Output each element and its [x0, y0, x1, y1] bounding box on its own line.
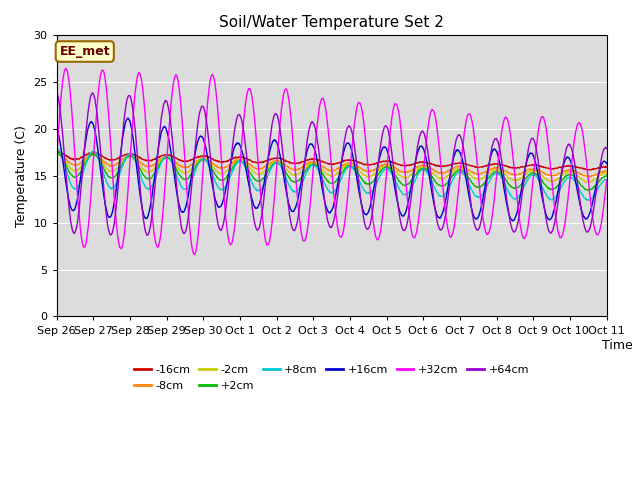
- +2cm: [257, 178, 265, 183]
- Line: -8cm: -8cm: [57, 154, 607, 177]
- +8cm: [603, 177, 611, 182]
- +32cm: [451, 216, 459, 222]
- +32cm: [259, 210, 266, 216]
- Line: -16cm: -16cm: [57, 151, 607, 170]
- +2cm: [603, 173, 611, 179]
- -8cm: [198, 156, 206, 161]
- +32cm: [603, 178, 611, 183]
- Line: +32cm: +32cm: [57, 68, 607, 254]
- -16cm: [125, 151, 132, 156]
- +64cm: [53, 90, 61, 96]
- +8cm: [586, 197, 593, 203]
- -2cm: [53, 150, 61, 156]
- +2cm: [198, 157, 206, 163]
- +64cm: [603, 146, 611, 152]
- +32cm: [338, 234, 346, 240]
- -16cm: [585, 167, 593, 173]
- +8cm: [451, 173, 459, 179]
- +64cm: [337, 163, 345, 168]
- -8cm: [337, 164, 344, 170]
- +16cm: [509, 218, 516, 224]
- +16cm: [199, 135, 207, 141]
- +8cm: [53, 145, 61, 151]
- +32cm: [191, 252, 198, 257]
- +64cm: [125, 93, 132, 98]
- +16cm: [568, 163, 576, 168]
- +8cm: [125, 151, 133, 156]
- -16cm: [53, 148, 61, 154]
- -2cm: [603, 171, 611, 177]
- -2cm: [337, 168, 344, 173]
- +16cm: [258, 192, 266, 198]
- Line: +16cm: +16cm: [57, 118, 607, 221]
- +32cm: [200, 158, 207, 164]
- +8cm: [53, 144, 61, 150]
- -16cm: [198, 153, 206, 159]
- +16cm: [451, 151, 459, 157]
- -2cm: [567, 169, 575, 175]
- +32cm: [53, 154, 61, 160]
- -16cm: [567, 163, 575, 169]
- +16cm: [125, 117, 133, 123]
- +16cm: [124, 115, 132, 121]
- -8cm: [567, 167, 575, 173]
- +2cm: [585, 188, 593, 193]
- -2cm: [125, 154, 132, 159]
- +32cm: [568, 157, 576, 163]
- Line: +2cm: +2cm: [57, 152, 607, 191]
- -8cm: [603, 168, 611, 174]
- -2cm: [257, 171, 265, 177]
- Y-axis label: Temperature (C): Temperature (C): [15, 125, 28, 227]
- +2cm: [53, 149, 61, 155]
- +2cm: [125, 154, 132, 159]
- +64cm: [451, 144, 459, 150]
- +8cm: [258, 186, 266, 192]
- +32cm: [62, 65, 70, 71]
- -8cm: [451, 165, 458, 170]
- Line: +8cm: +8cm: [57, 147, 607, 200]
- Line: +64cm: +64cm: [57, 93, 607, 235]
- -2cm: [198, 156, 206, 162]
- +2cm: [337, 172, 344, 178]
- -16cm: [337, 160, 344, 166]
- X-axis label: Time: Time: [602, 339, 633, 352]
- -16cm: [603, 164, 611, 170]
- -2cm: [585, 180, 593, 185]
- Text: EE_met: EE_met: [60, 45, 110, 58]
- +64cm: [568, 145, 575, 151]
- -8cm: [53, 151, 61, 156]
- +32cm: [125, 172, 133, 178]
- +2cm: [567, 172, 575, 178]
- +2cm: [451, 171, 458, 177]
- Legend: -16cm, -8cm, -2cm, +2cm, +8cm, +16cm, +32cm, +64cm: -16cm, -8cm, -2cm, +2cm, +8cm, +16cm, +3…: [130, 361, 533, 395]
- +16cm: [603, 161, 611, 167]
- +8cm: [199, 156, 207, 162]
- +16cm: [53, 125, 61, 131]
- -2cm: [451, 168, 458, 173]
- -8cm: [257, 166, 265, 171]
- Line: -2cm: -2cm: [57, 153, 607, 182]
- +8cm: [337, 176, 345, 182]
- -8cm: [125, 153, 132, 158]
- Title: Soil/Water Temperature Set 2: Soil/Water Temperature Set 2: [220, 15, 444, 30]
- -16cm: [257, 159, 265, 165]
- +16cm: [337, 161, 345, 167]
- +64cm: [143, 232, 151, 238]
- -16cm: [451, 161, 458, 167]
- +64cm: [258, 214, 266, 219]
- +8cm: [568, 175, 575, 180]
- +64cm: [199, 104, 207, 110]
- -8cm: [588, 174, 595, 180]
